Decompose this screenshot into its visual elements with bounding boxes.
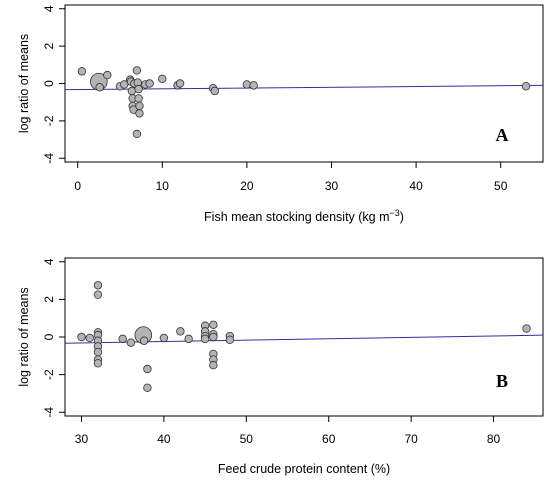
panel-a: -4 -2 0 2 4 0 10 20 30 40 50 A log ratio of means…: [17, 4, 544, 224]
x-tick-label: 40: [157, 432, 171, 446]
data-point: [521, 82, 531, 91]
data-point: [145, 79, 154, 88]
data-point: [134, 84, 143, 94]
x-axis-label-main: Fish mean stocking density (kg m: [204, 210, 390, 224]
x-axis-label-close: ): [400, 210, 404, 224]
data-point: [143, 383, 152, 392]
x-tick-label: 70: [404, 432, 418, 446]
y-tick-label: 2: [42, 42, 56, 49]
data-points: [77, 281, 531, 392]
data-point: [184, 334, 193, 344]
panel-label: B: [496, 371, 508, 391]
data-point: [134, 94, 143, 103]
y-tick-label: 2: [42, 296, 56, 303]
data-point: [143, 364, 152, 374]
regression-line: [64, 84, 544, 91]
data-point: [118, 334, 127, 344]
x-tick-label: 0: [74, 179, 81, 193]
x-axis-label: Fish mean stocking density (kg m−3): [204, 208, 404, 224]
x-tick-label: 50: [240, 432, 254, 446]
data-point: [93, 290, 103, 299]
data-point: [135, 109, 144, 118]
y-axis-label: log ratio of means: [17, 34, 31, 133]
data-point: [135, 101, 144, 111]
data-points: [77, 66, 531, 139]
x-tick-label: 80: [487, 432, 501, 446]
data-point: [175, 79, 185, 88]
x-tick-label: 20: [240, 179, 254, 193]
y-tick-label: 0: [42, 333, 56, 340]
data-point: [176, 327, 185, 336]
data-point: [200, 334, 210, 344]
x-axis: 0 10 20 30 40 50: [74, 162, 508, 193]
x-tick-label: 30: [75, 432, 89, 446]
x-tick-label: 10: [156, 179, 170, 193]
data-point: [242, 80, 252, 89]
data-point: [95, 83, 104, 92]
data-point: [209, 361, 218, 370]
data-point: [103, 70, 112, 80]
data-point: [225, 335, 235, 345]
data-point: [77, 67, 87, 76]
data-point: [77, 332, 86, 342]
y-axis: -4 -2 0 2 4: [42, 5, 65, 164]
data-point: [210, 86, 219, 96]
data-point: [93, 359, 103, 368]
data-point: [132, 129, 142, 139]
data-point: [209, 332, 218, 342]
data-point: [132, 66, 142, 75]
panel-b: -4 -2 0 2 4 30 40 50 60 70 80 B log ratio of mean…: [17, 257, 544, 476]
data-point: [93, 281, 103, 290]
y-tick-label: -4: [42, 407, 56, 418]
y-tick-label: 4: [42, 258, 56, 265]
data-point: [129, 105, 138, 114]
x-axis-label-sup: −3: [390, 208, 400, 218]
x-tick-label: 50: [494, 179, 508, 193]
data-point: [209, 320, 218, 329]
x-tick-label: 60: [322, 432, 336, 446]
data-point: [85, 333, 94, 343]
data-point: [158, 74, 167, 84]
x-tick-label: 30: [325, 179, 339, 193]
data-point: [93, 347, 103, 357]
x-axis-label: Feed crude protein content (%): [218, 462, 390, 476]
data-point: [249, 81, 258, 90]
data-point: [139, 336, 149, 345]
y-tick-label: -2: [42, 369, 56, 380]
panel-label: A: [496, 125, 509, 145]
y-axis: -4 -2 0 2 4: [42, 258, 65, 418]
data-point: [522, 324, 531, 333]
x-axis: 30 40 50 60 70 80: [75, 416, 501, 446]
y-tick-label: -2: [42, 115, 56, 126]
y-tick-label: 0: [42, 80, 56, 87]
data-point: [126, 338, 136, 347]
y-axis-label: log ratio of means: [17, 287, 31, 386]
y-tick-label: 4: [42, 5, 56, 12]
x-tick-label: 40: [409, 179, 423, 193]
data-point: [159, 333, 169, 343]
y-tick-label: -4: [42, 153, 56, 164]
